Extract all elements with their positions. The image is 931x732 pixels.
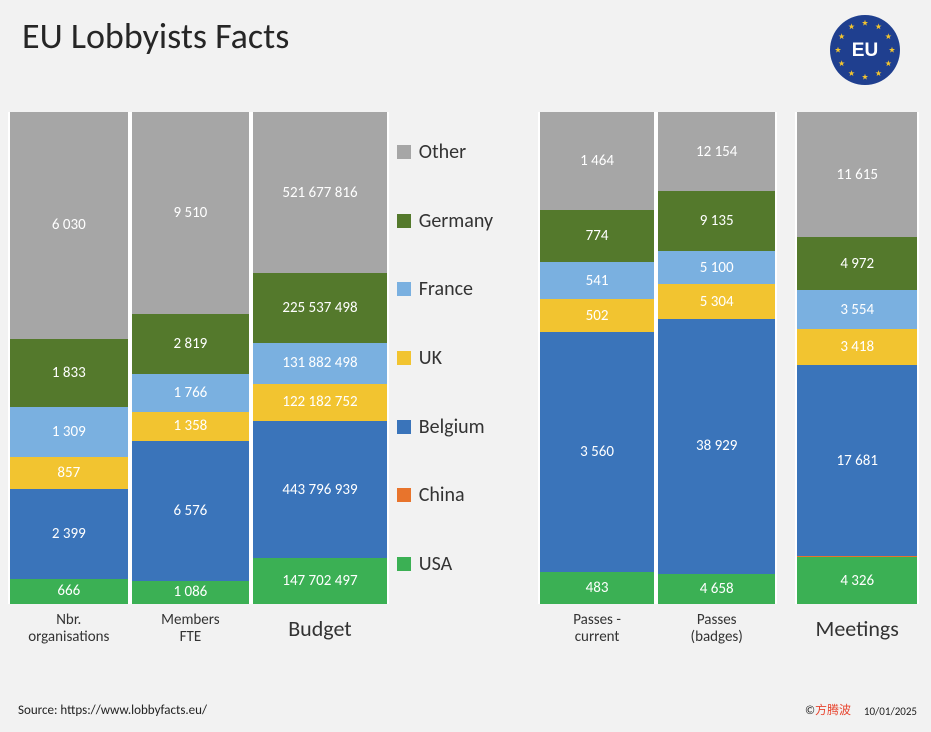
eu-logo: EU	[829, 14, 901, 86]
bar-stack: 12 1549 1355 1005 30438 9294 658	[656, 112, 778, 604]
chart-column: 9 5102 8191 7661 3586 5761 086MembersFTE	[130, 112, 252, 650]
bar-stack: 11 6154 9723 5543 41817 6814 326	[795, 112, 919, 604]
legend-swatch	[397, 214, 411, 228]
credit-text: ©方腾波	[805, 701, 851, 718]
bar-segment-germany: 225 537 498	[253, 273, 387, 343]
bar-segment-belgium: 6 576	[132, 441, 250, 581]
bar-segment-france: 5 100	[658, 251, 776, 284]
bar-segment-usa: 666	[10, 579, 128, 604]
bar-segment-belgium: 2 399	[10, 489, 128, 579]
legend-item-belgium: Belgium	[397, 415, 535, 439]
bar-segment-other: 1 464	[540, 112, 654, 210]
bar-segment-usa: 147 702 497	[253, 558, 387, 604]
bar-stack: 521 677 816225 537 498131 882 498122 182…	[251, 112, 389, 604]
legend-item-germany: Germany	[397, 209, 535, 233]
axis-label: Passes -current	[538, 604, 656, 650]
legend-label: France	[419, 277, 473, 301]
bar-segment-uk: 3 418	[797, 329, 917, 366]
axis-label: Meetings	[795, 604, 919, 650]
bar-segment-uk: 502	[540, 299, 654, 333]
legend-label: Belgium	[419, 415, 485, 439]
bar-segment-other: 521 677 816	[253, 112, 387, 273]
bar-segment-germany: 4 972	[797, 237, 917, 290]
bar-stack: 9 5102 8191 7661 3586 5761 086	[130, 112, 252, 604]
bar-segment-uk: 5 304	[658, 284, 776, 319]
stacked-bar-chart: 6 0301 8331 3098572 399666Nbr.organisati…	[8, 112, 919, 650]
bar-segment-germany: 1 833	[10, 339, 128, 408]
bar-segment-france: 131 882 498	[253, 343, 387, 384]
bar-segment-usa: 483	[540, 572, 654, 604]
bar-segment-germany: 9 135	[658, 191, 776, 251]
bar-segment-france: 1 309	[10, 407, 128, 456]
legend-item-uk: UK	[397, 346, 535, 370]
chart-column: 11 6154 9723 5543 41817 6814 326Meetings	[795, 112, 919, 650]
axis-label: Budget	[251, 604, 389, 650]
bar-stack: 6 0301 8331 3098572 399666	[8, 112, 130, 604]
bar-segment-france: 1 766	[132, 374, 250, 412]
date-text: 10/01/2025	[864, 705, 917, 718]
bar-segment-uk: 1 358	[132, 412, 250, 441]
legend-item-china: China	[397, 483, 535, 507]
bar-stack: 1 4647745415023 560483	[538, 112, 656, 604]
legend-item-france: France	[397, 277, 535, 301]
chart-column: 12 1549 1355 1005 30438 9294 658Passes(b…	[656, 112, 778, 650]
bar-segment-usa: 4 326	[797, 557, 917, 604]
axis-label: Passes(badges)	[656, 604, 778, 650]
bar-segment-belgium: 17 681	[797, 365, 917, 555]
source-text: Source: https://www.lobbyfacts.eu/	[18, 703, 207, 718]
legend-label: Other	[419, 140, 466, 164]
bar-segment-uk: 122 182 752	[253, 384, 387, 422]
legend-swatch	[397, 145, 411, 159]
legend-item-usa: USA	[397, 552, 535, 576]
bar-segment-belgium: 3 560	[540, 332, 654, 571]
legend-swatch	[397, 351, 411, 365]
chart-column: 521 677 816225 537 498131 882 498122 182…	[251, 112, 389, 650]
bar-segment-uk: 857	[10, 457, 128, 489]
bar-segment-belgium: 38 929	[658, 319, 776, 573]
logo-text: EU	[852, 40, 878, 61]
bar-segment-other: 12 154	[658, 112, 776, 191]
bar-segment-france: 3 554	[797, 290, 917, 328]
legend-label: USA	[419, 552, 452, 576]
legend-swatch	[397, 557, 411, 571]
bar-segment-belgium: 443 796 939	[253, 421, 387, 558]
bar-segment-other: 11 615	[797, 112, 917, 237]
bar-segment-usa: 4 658	[658, 574, 776, 604]
chart-column: 6 0301 8331 3098572 399666Nbr.organisati…	[8, 112, 130, 650]
bar-segment-other: 9 510	[132, 112, 250, 314]
axis-label: Nbr.organisations	[8, 604, 130, 650]
bar-segment-france: 541	[540, 262, 654, 298]
legend: Other Germany France UK Belgium China USA	[389, 112, 539, 650]
bar-segment-germany: 2 819	[132, 314, 250, 374]
page-title: EU Lobbyists Facts	[22, 14, 289, 58]
legend-label: UK	[419, 346, 442, 370]
legend-label: Germany	[419, 209, 493, 233]
bar-segment-other: 6 030	[10, 112, 128, 339]
legend-item-other: Other	[397, 140, 535, 164]
legend-swatch	[397, 420, 411, 434]
bar-segment-usa: 1 086	[132, 581, 250, 604]
axis-label: MembersFTE	[130, 604, 252, 650]
legend-swatch	[397, 282, 411, 296]
chart-column: 1 4647745415023 560483Passes -current	[538, 112, 656, 650]
legend-swatch	[397, 488, 411, 502]
bar-segment-germany: 774	[540, 210, 654, 262]
legend-label: China	[419, 483, 465, 507]
